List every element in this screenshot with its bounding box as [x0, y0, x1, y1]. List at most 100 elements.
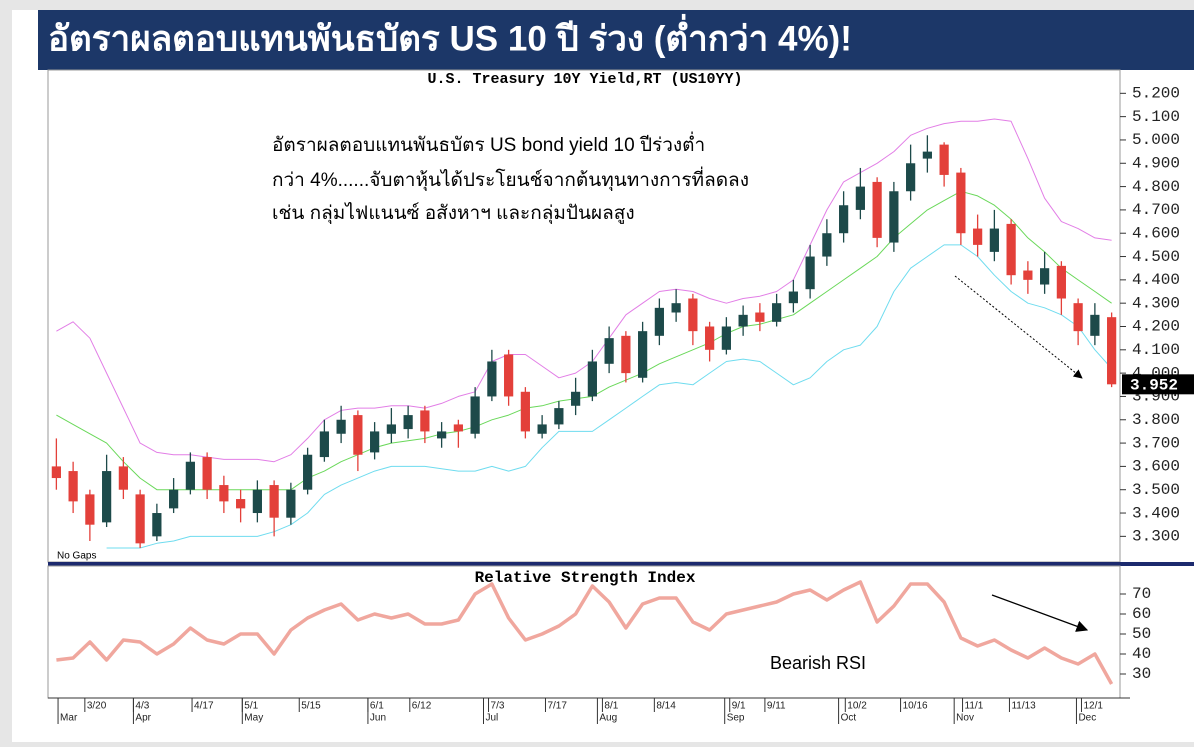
last-price-label: 3.952: [1130, 377, 1178, 395]
candle-body: [386, 424, 396, 434]
candle-body: [403, 415, 413, 430]
candle-body: [470, 396, 480, 434]
rsi-title: Relative Strength Index: [475, 569, 696, 587]
candle-body: [1040, 268, 1050, 285]
candle-body: [437, 431, 447, 439]
y-tick-label: 3.700: [1132, 434, 1180, 452]
candle-body: [520, 391, 530, 432]
candle-body: [51, 466, 61, 479]
candle-body: [755, 312, 765, 322]
candle-body: [621, 335, 631, 374]
y-tick-label: 4.900: [1132, 154, 1180, 172]
candle-body: [738, 314, 748, 327]
y-tick-label: 4.700: [1132, 201, 1180, 219]
x-tick-label: 7/17: [547, 701, 567, 712]
panel-separator: [48, 562, 1194, 566]
candle-body: [202, 457, 212, 490]
y-tick-label: 50: [1132, 625, 1151, 643]
annotation-line: เช่น กลุ่มไฟแนนซ์ อสังหาฯ และกลุ่มปันผลส…: [272, 202, 635, 225]
price-title: U.S. Treasury 10Y Yield,RT (US10YY): [427, 71, 742, 88]
last-price-box: [1122, 374, 1194, 395]
x-tick-label: 9/1: [732, 701, 746, 712]
candle-body: [236, 499, 246, 509]
y-tick-label: 5.100: [1132, 108, 1180, 126]
month-label: Aug: [599, 713, 617, 724]
candle-body: [185, 461, 195, 490]
candle-body: [1107, 317, 1117, 385]
candle-body: [956, 172, 966, 234]
x-tick-label: 4/17: [194, 701, 214, 712]
x-tick-label: 8/1: [604, 701, 618, 712]
candle-body: [554, 408, 564, 425]
x-tick-label: 8/14: [656, 701, 676, 712]
rsi-annotation: Bearish RSI: [770, 653, 866, 673]
x-tick-label: 6/12: [412, 701, 432, 712]
candle-body: [989, 228, 999, 252]
candle-body: [839, 205, 849, 234]
y-tick-label: 4.400: [1132, 271, 1180, 289]
candle-body: [336, 419, 346, 434]
candle-body: [855, 186, 865, 210]
y-tick-label: 4.600: [1132, 224, 1180, 242]
annotation-line: อัตราผลตอบแทนพันธบัตร US bond yield 10 ป…: [272, 131, 705, 156]
candle-body: [671, 303, 681, 313]
candle-body: [922, 151, 932, 159]
x-tick-label: 7/3: [491, 701, 505, 712]
rsi-panel: [47, 565, 1121, 699]
candle-body: [370, 431, 380, 453]
candle-body: [118, 466, 128, 490]
header-title: อัตราผลตอบแทนพันธบัตร US 10 ปี ร่วง (ต่ำ…: [48, 13, 852, 58]
month-label: Apr: [135, 713, 151, 724]
candle-body: [420, 410, 430, 432]
candle-body: [571, 391, 581, 406]
month-label: Nov: [956, 713, 974, 724]
candle-body: [286, 489, 296, 518]
trend-arrow: [954, 275, 1083, 379]
candle-body: [1090, 314, 1100, 336]
x-tick-label: 10/2: [847, 701, 867, 712]
x-tick-label: 4/3: [135, 701, 149, 712]
x-tick-label: 9/11: [767, 701, 786, 712]
y-tick-label: 60: [1132, 605, 1151, 623]
candle-body: [1056, 265, 1066, 299]
y-tick-label: 4.200: [1132, 318, 1180, 336]
candle-body: [319, 431, 329, 458]
x-tick-label: 5/15: [301, 701, 321, 712]
x-tick-label: 11/13: [1011, 701, 1036, 712]
candle-body: [654, 307, 664, 336]
candle-body: [805, 256, 815, 290]
month-label: Mar: [60, 713, 78, 724]
month-label: Oct: [841, 713, 857, 724]
candle-body: [169, 489, 179, 509]
x-tick-label: 3/20: [87, 701, 107, 712]
candle-body: [1023, 270, 1033, 280]
candle-body: [269, 485, 279, 518]
candle-body: [303, 454, 313, 490]
y-tick-label: 4.800: [1132, 178, 1180, 196]
y-tick-label: 70: [1132, 585, 1151, 603]
candle-body: [889, 191, 899, 243]
series-line: [56, 580, 1114, 685]
x-tick-label: 6/1: [370, 701, 384, 712]
y-tick-label: 4.300: [1132, 294, 1180, 312]
month-label: Sep: [727, 713, 745, 724]
month-label: Jul: [486, 713, 499, 724]
y-tick-label: 3.800: [1132, 411, 1180, 429]
candle-body: [772, 303, 782, 322]
trend-arrow: [991, 594, 1089, 632]
candle-body: [587, 361, 597, 397]
candle-body: [872, 181, 882, 238]
no-gaps-note: No Gaps: [57, 551, 96, 562]
candle-body: [135, 494, 145, 544]
series-line: [56, 190, 1112, 491]
y-tick-label: 3.600: [1132, 458, 1180, 476]
candle-body: [219, 485, 229, 502]
candle-body: [705, 326, 715, 350]
x-tick-label: 11/1: [965, 701, 984, 712]
month-label: Jun: [370, 713, 386, 724]
candle-body: [85, 494, 95, 525]
y-tick-label: 5.200: [1132, 85, 1180, 103]
series-line: [56, 118, 1112, 463]
